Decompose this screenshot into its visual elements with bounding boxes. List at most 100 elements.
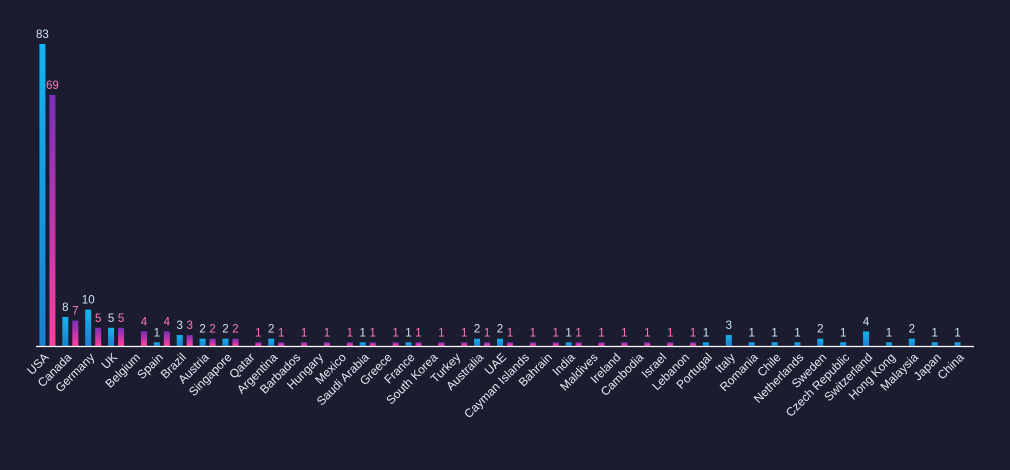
tick-label-china: China (935, 350, 967, 382)
tick-label-spain: Spain (134, 350, 166, 382)
bar-hungary-s1 (323, 342, 330, 346)
data-label-france-s0: 1 (405, 327, 411, 339)
bar-france-s1 (415, 342, 422, 346)
data-label-belgium-s1: 4 (141, 316, 148, 328)
bars-group (39, 44, 961, 346)
data-label-hungary-s1: 1 (324, 327, 330, 339)
bar-mexico-s1 (346, 342, 353, 346)
bar-ireland-s1 (621, 342, 628, 346)
data-label-singapore-s1: 2 (232, 324, 238, 336)
bar-argentina-s1 (278, 342, 285, 346)
data-label-cambodia-s1: 1 (644, 327, 650, 339)
bar-cambodia-s1 (644, 342, 651, 346)
data-label-canada-s1: 7 (72, 306, 78, 318)
bar-uk-s1 (118, 327, 125, 346)
data-label-india-s0: 1 (565, 327, 571, 339)
bar-usa-s1 (49, 94, 56, 346)
bar-spain-s1 (163, 331, 170, 346)
data-label-greece-s1: 1 (392, 327, 398, 339)
bar-india-s0 (565, 342, 572, 346)
bar-israel-s1 (667, 342, 674, 346)
data-label-maldives-s1: 1 (598, 327, 604, 339)
bar-canada-s1 (72, 320, 79, 346)
data-label-lebanon-s1: 1 (690, 327, 696, 339)
bar-sweden-s0 (817, 338, 824, 346)
bar-canada-s0 (62, 316, 69, 346)
bar-barbados-s1 (301, 342, 308, 346)
bar-cayman-islands-s1 (529, 342, 536, 346)
data-label-uk-s1: 5 (118, 313, 124, 325)
data-label-uk-s0: 5 (108, 313, 114, 325)
bar-romania-s0 (748, 342, 755, 346)
bar-france-s0 (405, 342, 412, 346)
bar-saudi-arabia-s1 (369, 342, 376, 346)
data-label-netherlands-s0: 1 (794, 327, 800, 339)
data-label-china-s0: 1 (954, 327, 960, 339)
data-label-argentina-s1: 1 (278, 327, 284, 339)
data-label-australia-s1: 1 (484, 327, 490, 339)
bar-brazil-s1 (186, 335, 193, 346)
data-label-austria-s1: 2 (209, 324, 215, 336)
data-label-barbados-s1: 1 (301, 327, 307, 339)
bar-singapore-s1 (232, 338, 239, 346)
bar-austria-s0 (199, 338, 206, 346)
bar-netherlands-s0 (794, 342, 801, 346)
data-label-cayman-islands-s1: 1 (530, 327, 536, 339)
bar-turkey-s1 (461, 342, 468, 346)
data-label-romania-s0: 1 (748, 327, 754, 339)
data-label-uae-s1: 1 (507, 327, 513, 339)
bar-uk-s0 (108, 327, 115, 346)
data-label-canada-s0: 8 (62, 302, 68, 314)
data-label-chile-s0: 1 (771, 327, 777, 339)
data-label-israel-s1: 1 (667, 327, 673, 339)
bar-singapore-s0 (222, 338, 229, 346)
bar-qatar-s1 (255, 342, 262, 346)
bar-south-korea-s1 (438, 342, 445, 346)
bar-belgium-s1 (140, 331, 147, 346)
data-label-malaysia-s0: 2 (909, 324, 915, 336)
bar-spain-s0 (153, 342, 160, 346)
bar-usa-s0 (39, 44, 46, 346)
bar-switzerland-s0 (863, 331, 870, 346)
bar-india-s1 (575, 342, 582, 346)
data-label-uae-s0: 2 (497, 324, 503, 336)
bar-australia-s1 (484, 342, 491, 346)
data-label-switzerland-s0: 4 (863, 316, 870, 328)
bar-austria-s1 (209, 338, 216, 346)
bar-italy-s0 (725, 335, 732, 346)
bar-chile-s0 (771, 342, 778, 346)
data-label-portugal-s0: 1 (703, 327, 709, 339)
data-label-germany-s1: 5 (95, 313, 101, 325)
data-label-france-s1: 1 (415, 327, 421, 339)
data-label-usa-s1: 69 (46, 80, 59, 92)
bar-china-s0 (954, 342, 961, 346)
data-label-singapore-s0: 2 (222, 324, 228, 336)
data-label-ireland-s1: 1 (621, 327, 627, 339)
data-label-brazil-s1: 3 (187, 320, 193, 332)
bar-portugal-s0 (702, 342, 709, 346)
bar-japan-s0 (931, 342, 938, 346)
bar-malaysia-s0 (908, 338, 915, 346)
bar-brazil-s0 (176, 335, 183, 346)
data-label-south-korea-s1: 1 (438, 327, 444, 339)
bar-bahrain-s1 (552, 342, 559, 346)
data-label-austria-s0: 2 (199, 324, 205, 336)
data-label-spain-s0: 1 (154, 327, 160, 339)
bar-lebanon-s1 (690, 342, 697, 346)
data-label-brazil-s0: 3 (177, 320, 183, 332)
data-label-argentina-s0: 2 (268, 324, 274, 336)
data-label-czech-republic-s0: 1 (840, 327, 846, 339)
data-label-spain-s1: 4 (164, 316, 171, 328)
bar-saudi-arabia-s0 (359, 342, 366, 346)
data-label-australia-s0: 2 (474, 324, 480, 336)
bar-germany-s0 (85, 309, 92, 346)
data-label-sweden-s0: 2 (817, 324, 823, 336)
data-label-qatar-s1: 1 (255, 327, 261, 339)
bar-hong-kong-s0 (885, 342, 892, 346)
bar-greece-s1 (392, 342, 399, 346)
data-label-saudi-arabia-s0: 1 (360, 327, 366, 339)
